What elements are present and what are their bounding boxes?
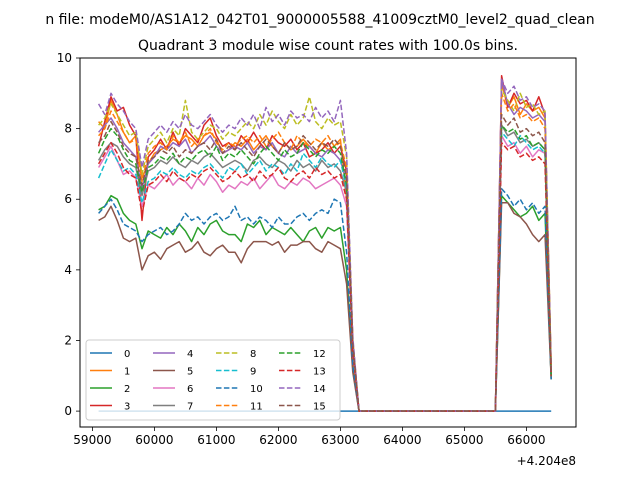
legend-label: 0 (124, 349, 130, 360)
legend-label: 9 (250, 367, 256, 378)
y-tick-label: 6 (64, 192, 72, 206)
y-axis: 0 2 4 6 8 10 (57, 51, 80, 418)
x-axis: 59000 60000 61000 62000 63000 64000 65000 66000 (73, 427, 545, 447)
y-tick-label: 4 (64, 263, 72, 277)
legend-label: 2 (124, 384, 130, 395)
legend-label: 1 (124, 367, 130, 378)
x-tick-label: 65000 (445, 433, 483, 447)
series-layer (97, 74, 552, 412)
y-tick-label: 2 (64, 333, 72, 347)
y-tick-label: 8 (64, 122, 72, 136)
legend-label: 3 (124, 402, 130, 413)
series-line-9 (97, 131, 552, 412)
legend-box (85, 339, 341, 421)
plot-area-frame (79, 57, 577, 428)
x-tick-label: 63000 (321, 433, 359, 447)
y-tick-label: 10 (57, 51, 72, 65)
series-line-15 (98, 113, 552, 412)
x-tick-label: 61000 (197, 433, 235, 447)
legend-label: 7 (187, 402, 193, 413)
x-tick-label: 64000 (383, 433, 421, 447)
x-tick-label: 59000 (73, 433, 111, 447)
legend-label: 12 (313, 349, 326, 360)
x-tick-label: 66000 (507, 433, 545, 447)
legend-label: 8 (250, 349, 256, 360)
y-tick-label: 0 (64, 404, 72, 418)
legend-label: 10 (250, 384, 263, 395)
chart-title: Quadrant 3 module wise count rates with … (138, 38, 518, 54)
series-line-12 (97, 124, 552, 412)
legend-label: 15 (313, 402, 326, 413)
figure-title: n file: modeM0/AS1A12_042T01_9000005588_… (45, 12, 594, 28)
legend-label: 4 (187, 349, 193, 360)
legend-label: 6 (187, 384, 193, 395)
legend-label: 14 (313, 384, 326, 395)
x-tick-label: 60000 (135, 433, 173, 447)
legend-label: 13 (313, 367, 326, 378)
legend-label: 5 (187, 367, 193, 378)
x-offset-label: +4.204e8 (517, 454, 576, 468)
x-tick-label: 62000 (259, 433, 297, 447)
legend-label: 11 (250, 402, 263, 413)
